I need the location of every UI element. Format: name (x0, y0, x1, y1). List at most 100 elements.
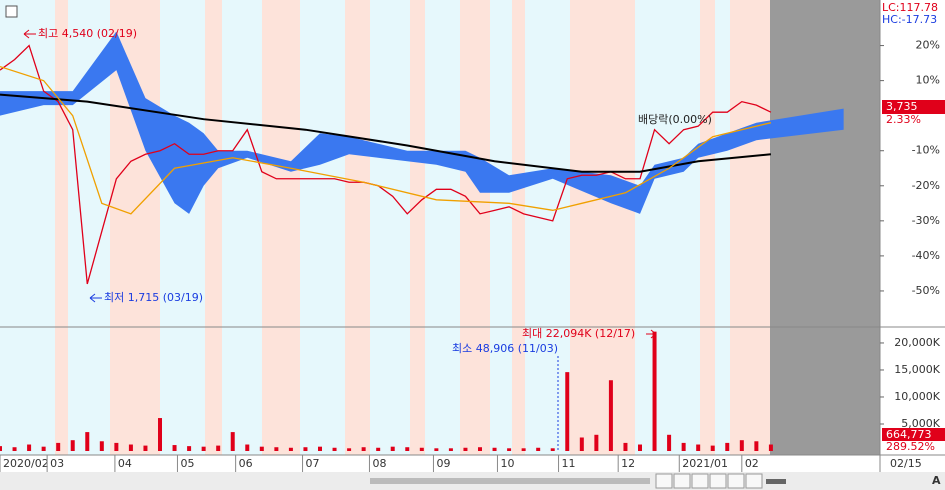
y-tick-label: 20,000K (894, 336, 940, 349)
y-tick-label: -40% (912, 249, 940, 262)
x-tick-label: 08 (372, 457, 386, 470)
hc-label: HC:-17.73 (882, 13, 937, 26)
volume-bar (332, 447, 337, 451)
toolbar-button[interactable] (745, 473, 763, 489)
x-tick-label: 2020/02 (3, 457, 49, 470)
x-tick-label: 09 (436, 457, 450, 470)
toolbar-button[interactable] (727, 473, 745, 489)
last-volume-box (882, 428, 945, 441)
period-stripe (55, 0, 68, 455)
x-tick-label: 07 (306, 457, 320, 470)
volume-bar (492, 447, 497, 451)
volume-bar (361, 447, 366, 451)
volume-bar (245, 444, 250, 451)
volume-bar (303, 447, 308, 451)
volume-bar (99, 441, 104, 451)
period-stripe (730, 0, 770, 455)
period-stripe (460, 0, 490, 455)
volume-bar (696, 444, 701, 451)
low-arrow (89, 293, 102, 303)
volume-bar (12, 447, 17, 451)
x-tick-label: 02 (745, 457, 759, 470)
x-tick-label: 03 (50, 457, 64, 470)
toolbar-button[interactable] (709, 473, 727, 489)
volume-bar (230, 432, 235, 451)
x-tick-label: 2021/01 (682, 457, 728, 470)
price-line (0, 93, 772, 173)
price-line (0, 65, 772, 215)
x-tick-label: 10 (500, 457, 514, 470)
volume-bar (638, 444, 642, 451)
volume-bar (565, 372, 570, 451)
y-tick-label: 10,000K (894, 390, 940, 403)
y-tick-label: -10% (912, 144, 940, 157)
period-stripe (345, 0, 370, 455)
y-tick-label: 20% (916, 39, 940, 52)
volume-bar (478, 447, 482, 451)
volume-bar (318, 446, 322, 451)
volume-bar (274, 447, 279, 451)
volume-bar (70, 440, 75, 451)
max-arrow (646, 329, 657, 339)
cursor-date: 02/15 (890, 457, 922, 470)
volume-bar (405, 447, 410, 451)
volume-bar (594, 434, 599, 451)
period-stripe (512, 0, 525, 455)
volume-bar (56, 442, 61, 451)
future-area (770, 0, 880, 455)
volume-bar (41, 446, 46, 451)
volume-bar (288, 447, 293, 451)
toolbar-a[interactable]: A (932, 474, 941, 487)
max-volume-label: 최대 22,094K (12/17) (522, 327, 635, 340)
period-stripe (205, 0, 222, 455)
toolbar-button[interactable] (673, 473, 691, 489)
volume-bar (143, 445, 148, 451)
volume-bar (623, 442, 628, 451)
volume-bar (739, 440, 744, 451)
volume-bar (259, 446, 264, 451)
volume-bar (216, 445, 221, 451)
volume-bar (390, 446, 395, 451)
y-tick-label: -50% (912, 284, 940, 297)
y-tick-label: 10% (916, 74, 940, 87)
volume-bar (768, 444, 773, 451)
low-label: 최저 1,715 (03/19) (104, 291, 203, 304)
zoom-slider[interactable] (766, 479, 786, 484)
x-tick-label: 06 (239, 457, 253, 470)
volume-bar (579, 437, 584, 451)
axis-bg (880, 0, 945, 472)
volume-bar (667, 434, 672, 451)
toolbar-button[interactable] (691, 473, 709, 489)
volume-bar (521, 448, 526, 451)
volume-bar (128, 444, 133, 451)
x-tick-label: 11 (562, 457, 576, 470)
volume-bar (419, 447, 424, 451)
last-ratio: 289.52% (886, 440, 935, 453)
volume-bar (550, 448, 555, 451)
volume-bar (434, 448, 439, 451)
volume-bar (754, 441, 759, 451)
volume-bar (27, 444, 32, 451)
x-tick-label: 05 (180, 457, 194, 470)
volume-bar (347, 448, 352, 451)
volume-bar (172, 445, 177, 451)
period-stripe (262, 0, 300, 455)
y-tick-label: -30% (912, 214, 940, 227)
volume-bar (85, 432, 90, 451)
cloud-band (0, 31, 844, 214)
y-tick-label: 5,000K (901, 417, 940, 430)
high-label: 최고 4,540 (02/19) (38, 27, 137, 40)
volume-bar (608, 380, 613, 451)
volume-bar (448, 448, 453, 451)
toolbar-button[interactable] (655, 473, 673, 489)
volume-bar (0, 446, 2, 451)
volume-bar (201, 446, 206, 451)
volume-bar (507, 448, 512, 451)
grid-icon[interactable] (5, 5, 18, 18)
volume-bar (725, 442, 730, 451)
volume-bar (536, 447, 541, 451)
y-tick-label: 15,000K (894, 363, 940, 376)
volume-bar (463, 447, 468, 451)
period-stripe (700, 0, 715, 455)
ex-dividend-label: 배당락(0.00%) (638, 113, 712, 126)
